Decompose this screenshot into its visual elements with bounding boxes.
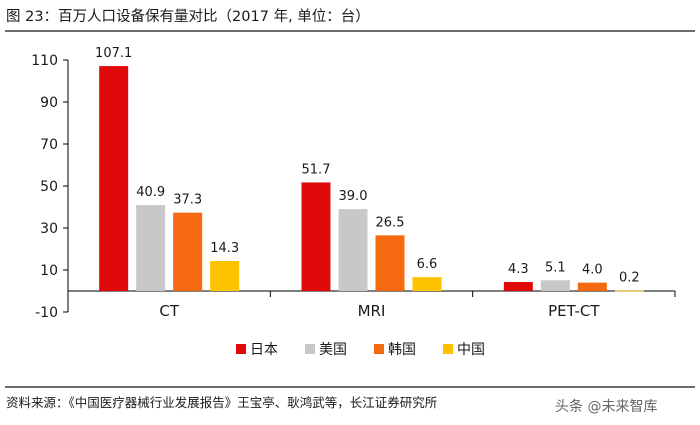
chart-title: 图 23：百万人口设备保有量对比（2017 年, 单位：台）: [6, 9, 370, 25]
axes: -10 10 30 50 70 90 110 CT MRI PET-CT: [31, 53, 676, 321]
bar: [173, 212, 203, 291]
data-label: 4.3: [508, 262, 529, 277]
bar-chart: -10 10 30 50 70 90 110 CT MRI PET-CT 107.1 40.9 37.…: [31, 46, 676, 358]
legend-swatch: [305, 344, 315, 354]
bar: [301, 182, 331, 291]
legend-swatch: [443, 344, 453, 354]
bar: [136, 205, 166, 291]
bar: [375, 235, 405, 291]
data-label: 4.0: [582, 263, 603, 278]
data-label: 39.0: [339, 189, 368, 204]
legend-label: 日本: [250, 342, 278, 358]
y-tick-label: 90: [40, 95, 58, 111]
y-tick-label: 30: [40, 221, 58, 237]
data-label: 51.7: [302, 162, 331, 177]
bar: [614, 290, 644, 292]
legend-label: 中国: [457, 342, 485, 358]
data-label: 37.3: [173, 193, 202, 208]
y-tick-label: 10: [40, 263, 58, 279]
source-note: 资料来源：《中国医疗器械行业发展报告》王宝亭、耿鸿武等，长江证券研究所: [6, 395, 438, 410]
bar: [577, 282, 607, 291]
category-label: CT: [159, 302, 179, 320]
watermark: 头条 @未来智库: [555, 399, 658, 415]
y-tick-label: 110: [31, 53, 58, 69]
bar: [338, 209, 368, 291]
bar: [540, 280, 570, 291]
data-label: 107.1: [95, 46, 132, 61]
category-label: MRI: [358, 302, 386, 320]
data-labels: 107.1 40.9 37.3 14.3 51.7 39.0 26.5 6.6 4.3 5.1 4.…: [95, 46, 640, 285]
legend: 日本 美国 韩国 中国: [236, 342, 485, 358]
bar: [210, 260, 240, 291]
data-label: 26.5: [376, 215, 405, 230]
data-label: 6.6: [417, 257, 438, 272]
legend-swatch: [374, 344, 384, 354]
y-tick-label: -10: [35, 305, 58, 321]
bar: [99, 66, 129, 291]
bars: [99, 66, 644, 292]
footer-divider: [5, 386, 695, 388]
data-label: 0.2: [619, 271, 640, 286]
category-label: PET-CT: [548, 302, 600, 320]
data-label: 5.1: [545, 260, 566, 275]
y-tick-label: 50: [40, 179, 58, 195]
bar: [412, 277, 442, 291]
data-label: 40.9: [136, 185, 165, 200]
data-label: 14.3: [210, 241, 239, 256]
legend-label: 美国: [319, 342, 347, 358]
title-divider: [5, 30, 695, 32]
legend-swatch: [236, 344, 246, 354]
legend-label: 韩国: [388, 342, 416, 358]
y-tick-label: 70: [40, 137, 58, 153]
bar: [503, 281, 533, 291]
